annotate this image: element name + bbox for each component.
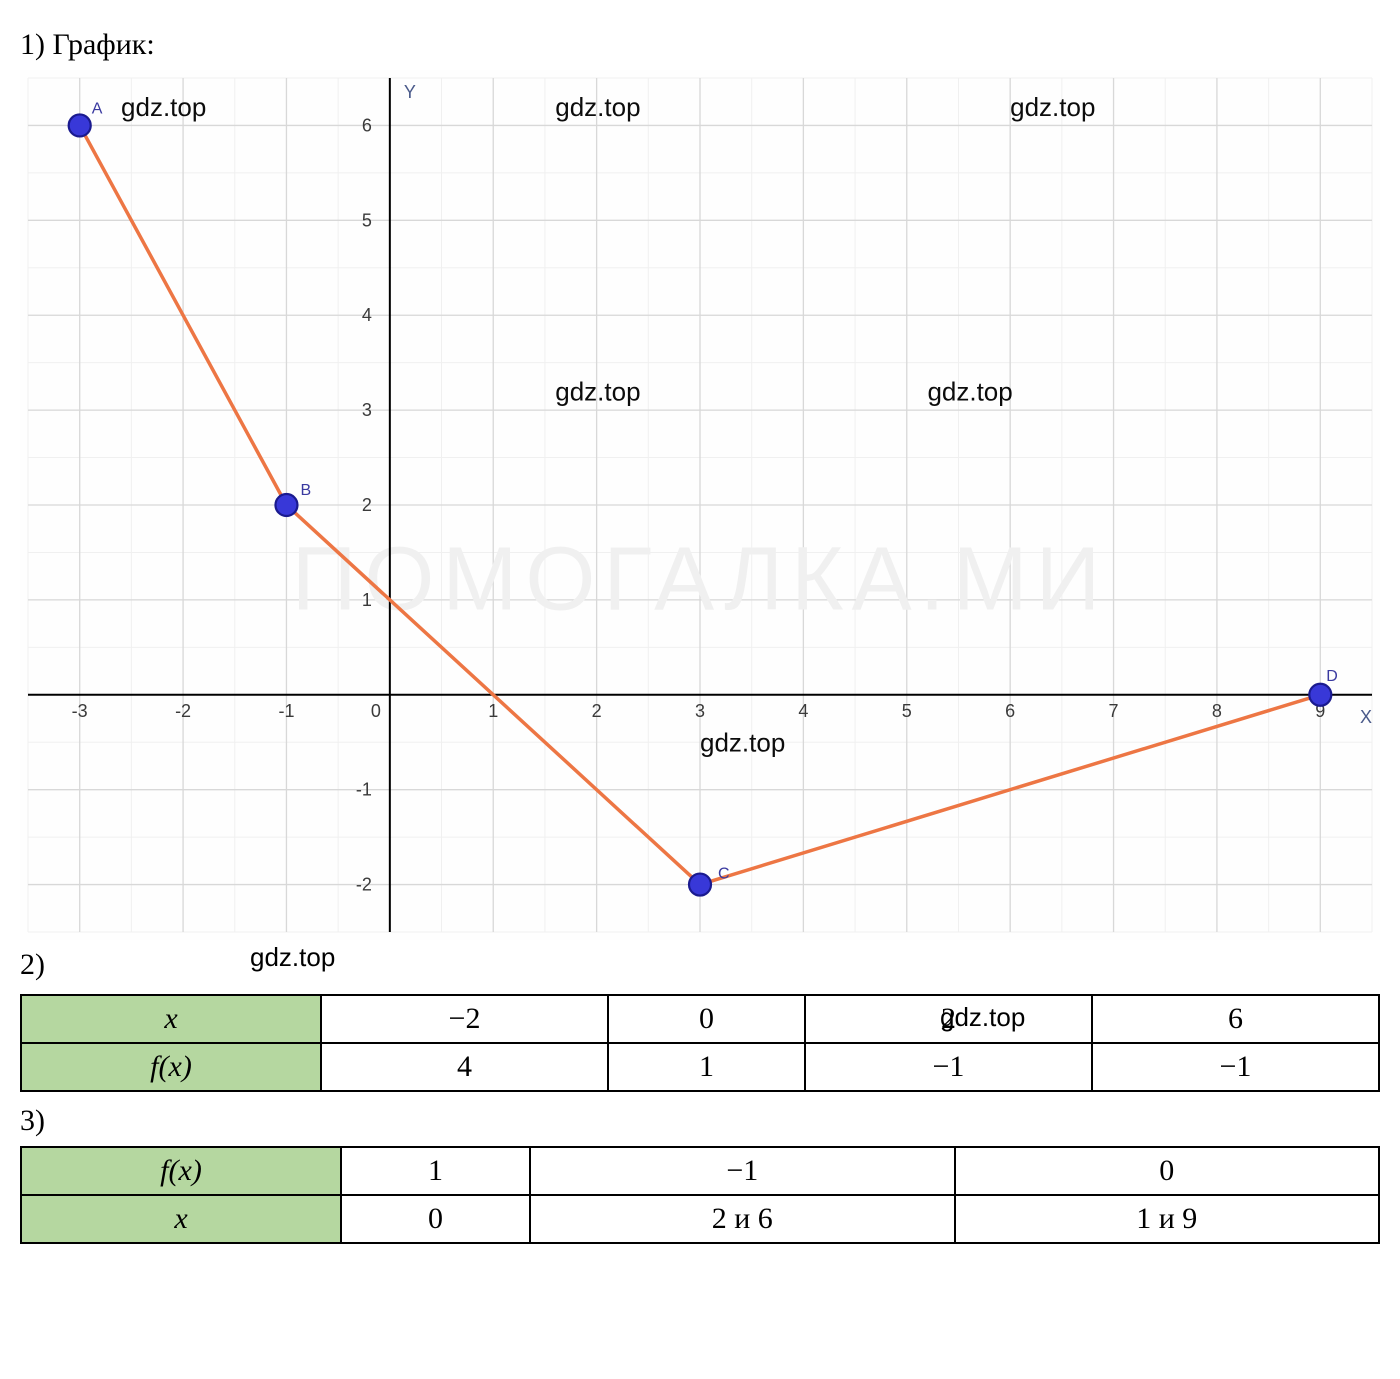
x-axis-label: X — [1360, 707, 1372, 727]
chart-watermark: gdz.top — [555, 377, 640, 407]
y-tick-label: 3 — [362, 400, 372, 420]
point-marker — [69, 114, 91, 136]
table2-c2: 2 — [805, 995, 1092, 1043]
section-3-label: 3) — [20, 1104, 1380, 1138]
table-row: x 0 2 и 6 1 и 9 — [21, 1195, 1379, 1243]
chart-watermark: gdz.top — [700, 728, 785, 758]
chart-watermark: gdz.top — [1010, 92, 1095, 122]
y-axis-label: Y — [404, 82, 416, 102]
x-tick-label: 6 — [1005, 701, 1015, 721]
table-row: x −2 0 2 6 — [21, 995, 1379, 1043]
table2-c3: 6 — [1092, 995, 1379, 1043]
x-tick-label: 4 — [798, 701, 808, 721]
x-tick-label: 5 — [902, 701, 912, 721]
table-row: f(x) 1 −1 0 — [21, 1147, 1379, 1195]
watermark-table2-top: gdz.top — [250, 942, 335, 973]
point-marker — [1309, 684, 1331, 706]
table3-v2: 1 и 9 — [955, 1195, 1379, 1243]
y-tick-label: -1 — [356, 780, 372, 800]
x-tick-label: 7 — [1109, 701, 1119, 721]
table3-v0: 0 — [341, 1195, 530, 1243]
chart-watermark: gdz.top — [121, 92, 206, 122]
x-tick-label: 2 — [592, 701, 602, 721]
table3-c2: 0 — [955, 1147, 1379, 1195]
table2-row1-label: f(x) — [21, 1043, 321, 1091]
table3-c0: 1 — [341, 1147, 530, 1195]
x-tick-label: -3 — [72, 701, 88, 721]
x-tick-label: 1 — [488, 701, 498, 721]
y-tick-label: 1 — [362, 590, 372, 610]
table-2: x −2 0 2 6 f(x) 4 1 −1 −1 — [20, 994, 1380, 1092]
x-tick-label: 0 — [371, 701, 381, 721]
section-2-label: 2) — [20, 948, 45, 982]
point-label: B — [300, 482, 311, 499]
point-label: D — [1326, 668, 1338, 685]
y-tick-label: 5 — [362, 210, 372, 230]
point-label: C — [718, 866, 730, 883]
y-tick-label: -2 — [356, 875, 372, 895]
point-marker — [275, 494, 297, 516]
chart-watermark: gdz.top — [927, 377, 1012, 407]
y-tick-label: 2 — [362, 495, 372, 515]
table3-row1-label: x — [21, 1195, 341, 1243]
chart-watermark: gdz.top — [555, 92, 640, 122]
section-1-label: 1) График: — [20, 28, 1380, 62]
x-tick-label: -1 — [278, 701, 294, 721]
y-tick-label: 4 — [362, 305, 372, 325]
point-label: A — [92, 100, 103, 117]
table2-c0: −2 — [321, 995, 608, 1043]
table3-c1: −1 — [530, 1147, 954, 1195]
table3-row0-label: f(x) — [21, 1147, 341, 1195]
big-watermark: ПОМОГАЛКА.МИ — [292, 529, 1109, 629]
chart-svg: ПОМОГАЛКА.МИ-3-2-10123456789-2-1123456XY… — [20, 70, 1380, 940]
table2-v1: 1 — [608, 1043, 805, 1091]
table2-v2: −1 — [805, 1043, 1092, 1091]
table2-row0-label: x — [21, 995, 321, 1043]
chart-container: ПОМОГАЛКА.МИ-3-2-10123456789-2-1123456XY… — [20, 70, 1380, 940]
table-3: f(x) 1 −1 0 x 0 2 и 6 1 и 9 — [20, 1146, 1380, 1244]
table2-v0: 4 — [321, 1043, 608, 1091]
x-tick-label: 8 — [1212, 701, 1222, 721]
point-marker — [689, 874, 711, 896]
x-tick-label: -2 — [175, 701, 191, 721]
x-tick-label: 3 — [695, 701, 705, 721]
table2-v3: −1 — [1092, 1043, 1379, 1091]
y-tick-label: 6 — [362, 115, 372, 135]
table2-c1: 0 — [608, 995, 805, 1043]
table3-v1: 2 и 6 — [530, 1195, 954, 1243]
table-row: f(x) 4 1 −1 −1 — [21, 1043, 1379, 1091]
